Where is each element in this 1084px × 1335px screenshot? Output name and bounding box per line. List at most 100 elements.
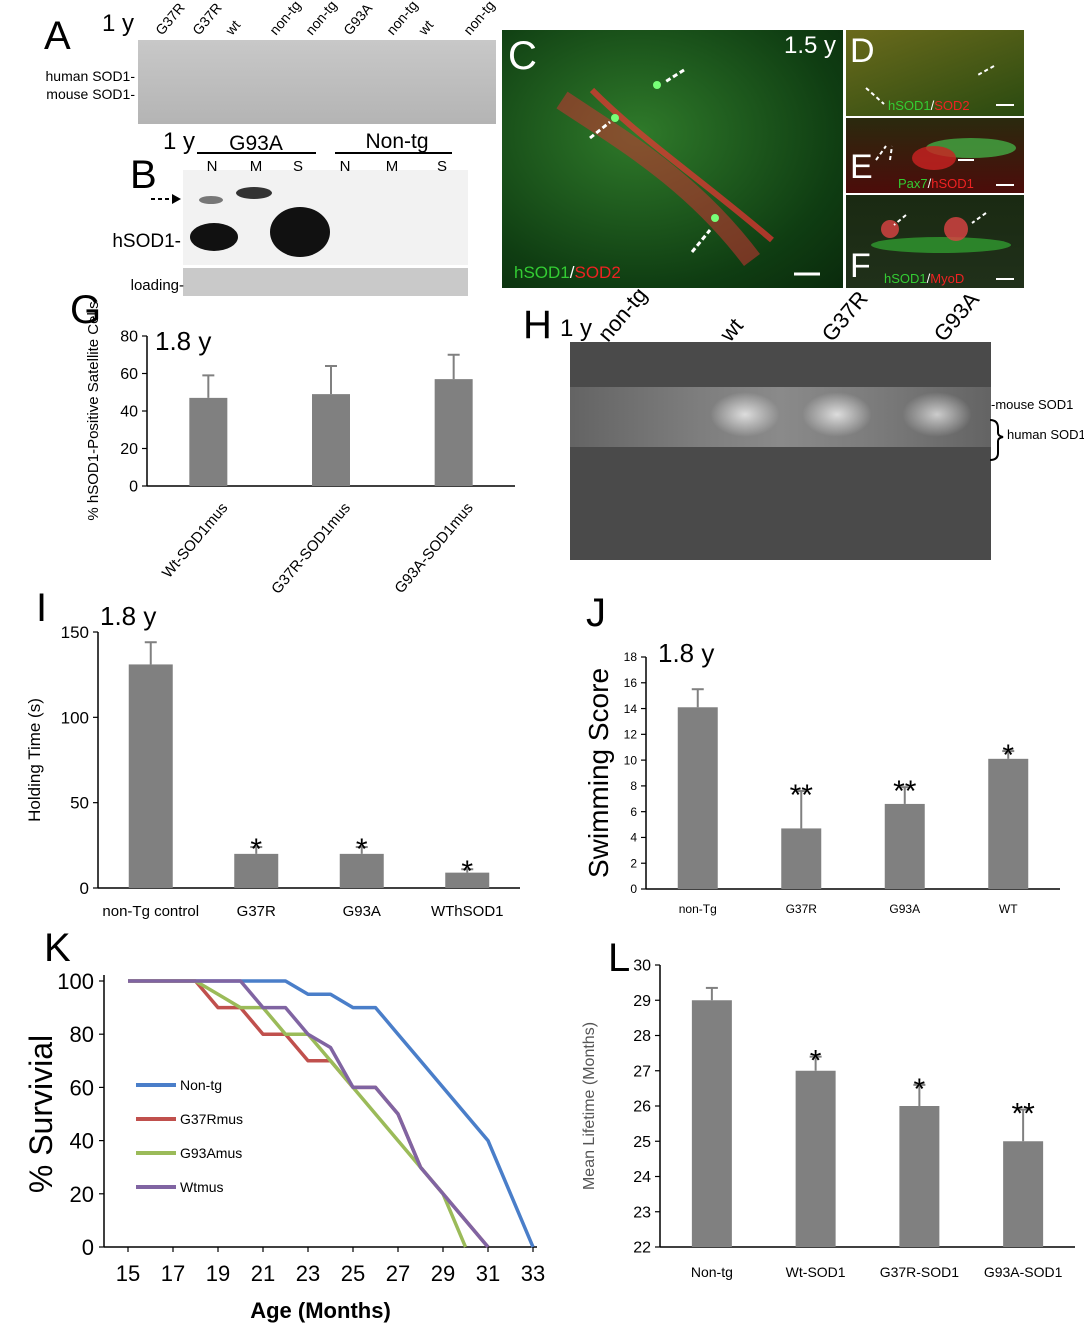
x-category-label: G93A-SOD1 <box>984 1264 1063 1280</box>
y-tick-label: 20 <box>70 1182 94 1207</box>
y-tick-label: 40 <box>120 404 138 421</box>
bar <box>781 828 822 889</box>
significance-marker: * <box>1002 739 1014 772</box>
significance-marker: * <box>461 855 473 888</box>
bar <box>795 1070 836 1247</box>
bar <box>899 1106 940 1247</box>
blot-a-band-human: human SOD1- <box>46 68 136 84</box>
panel-l: L 22 23 24 25 26 27 28 29 30 Non-tg * Wt-SOD1 * G37R-… <box>560 935 1084 1335</box>
chart-g: 0 20 40 60 80 Wt-SOD1mus G37R-SOD1mus G93A-SOD1… <box>85 301 515 597</box>
legend-label: Non-tg <box>180 1077 222 1093</box>
bar <box>434 379 473 486</box>
panel-h-age: 1 y <box>560 315 593 342</box>
blot-b-lane-label: S <box>437 158 447 175</box>
panel-j-age: 1.8 y <box>658 638 715 668</box>
blot-b-lane-label: M <box>250 158 263 175</box>
blot-b-loading-image <box>183 268 468 296</box>
y-tick-label: 12 <box>624 728 638 742</box>
x-category-label: non-Tg control <box>102 903 199 920</box>
blot-a-lane-label: G37R <box>189 0 225 38</box>
significance-marker: ** <box>790 779 814 812</box>
panel-label-h: H <box>523 303 552 347</box>
bar <box>312 394 350 486</box>
blot-a-image <box>138 40 496 124</box>
micrograph-c-stain: hSOD1/SOD2 <box>514 263 621 282</box>
y-tick-label: 22 <box>633 1240 651 1257</box>
y-tick-label: 23 <box>633 1204 651 1221</box>
y-tick-label: 18 <box>624 650 638 664</box>
panel-b-age: 1 y <box>163 128 196 155</box>
blot-a-lane-label: wt <box>414 17 436 39</box>
panel-label-c: C <box>508 34 537 78</box>
panel-label-a: A <box>44 14 71 58</box>
x-tick-label: 21 <box>251 1261 275 1286</box>
y-tick-label: 16 <box>624 676 638 690</box>
y-tick-label: 25 <box>633 1134 651 1151</box>
y-axis-label: Holding Time (s) <box>25 698 44 822</box>
gel-h-band-mouse: -mouse SOD1 <box>991 397 1073 412</box>
blot-b-band <box>236 187 272 199</box>
bar <box>988 758 1029 889</box>
blot-a-lane-label: non-tg <box>302 0 340 38</box>
chart-k: 0 20 40 60 80 100 15 17 19 21 23 25 27 29 31 33 Non-tg G3… <box>23 969 545 1323</box>
y-tick-label: 50 <box>70 794 89 813</box>
blot-b-arrow-head <box>172 194 181 204</box>
micrograph-f-stain: hSOD1/MyoD <box>884 271 965 286</box>
panel-a-age: 1 y <box>102 10 135 37</box>
blot-a-lane-label: non-tg <box>460 0 498 38</box>
x-category-label: G93A <box>343 903 381 920</box>
panel-i: I 1.8 y 0 50 100 150 non-Tg control * G37R * G93… <box>0 585 540 925</box>
legend-label: G37Rmus <box>180 1111 243 1127</box>
y-tick-label: 0 <box>630 882 637 896</box>
y-axis-label: Mean Lifetime (Months) <box>581 1022 598 1190</box>
y-tick-label: 0 <box>80 879 89 898</box>
panel-label-b: B <box>130 153 157 197</box>
y-tick-label: 60 <box>120 366 138 383</box>
gel-h-lane-label: non-tg <box>593 282 652 346</box>
blot-b-group-nontg: Non-tg <box>365 130 428 153</box>
y-tick-label: 26 <box>633 1099 651 1116</box>
x-category-label: Non-tg <box>691 1264 733 1280</box>
blot-b-band-loading: loading- <box>131 277 184 294</box>
bar <box>884 803 925 889</box>
y-tick-label: 40 <box>70 1129 94 1154</box>
blot-b-lane-label: M <box>386 158 399 175</box>
x-tick-label: 15 <box>116 1261 140 1286</box>
x-category-label: non-Tg <box>679 902 717 916</box>
gel-h-lane-label: wt <box>714 313 748 347</box>
x-tick-label: 27 <box>386 1261 410 1286</box>
chart-l: 22 23 24 25 26 27 28 29 30 Non-tg * Wt-SOD1 * G37R-SO… <box>581 958 1075 1280</box>
bar <box>339 853 384 888</box>
gel-h-image <box>570 342 991 560</box>
y-tick-label: 29 <box>633 993 651 1010</box>
y-tick-label: 28 <box>633 1028 651 1045</box>
x-tick-label: 29 <box>431 1261 455 1286</box>
panel-label-e: E <box>850 148 873 186</box>
survival-line-wtmus <box>128 979 490 1249</box>
chart-i: 0 50 100 150 non-Tg control * G37R * G93A * WThSOD… <box>25 623 520 920</box>
y-tick-label: 0 <box>129 479 138 496</box>
y-tick-label: 100 <box>57 969 94 994</box>
bar <box>128 664 173 888</box>
gel-h-lane-label: G93A <box>929 287 985 346</box>
panel-label-j: J <box>586 591 606 635</box>
x-category-label: G37R-SOD1 <box>880 1264 960 1280</box>
blot-b-lane-label: N <box>340 158 351 175</box>
y-tick-label: 80 <box>70 1022 94 1047</box>
panel-label-d: D <box>850 32 875 70</box>
blot-b-lane-label: S <box>293 158 303 175</box>
y-axis-label: % Survivial <box>23 1035 59 1193</box>
blot-b-band <box>199 196 223 204</box>
y-axis-label: % hSOD1-Positive Satellite Cells <box>85 301 102 520</box>
significance-marker: * <box>810 1045 822 1078</box>
x-tick-label: 19 <box>206 1261 230 1286</box>
micrograph-c-content <box>556 68 820 276</box>
y-tick-label: 150 <box>61 623 89 642</box>
y-tick-label: 0 <box>82 1235 94 1260</box>
micrograph-d-stain: hSOD1/SOD2 <box>888 98 970 113</box>
x-category-label: WT <box>999 902 1018 916</box>
x-category-label: G37R <box>786 902 818 916</box>
panel-label-k: K <box>44 926 71 970</box>
bar <box>677 707 718 889</box>
